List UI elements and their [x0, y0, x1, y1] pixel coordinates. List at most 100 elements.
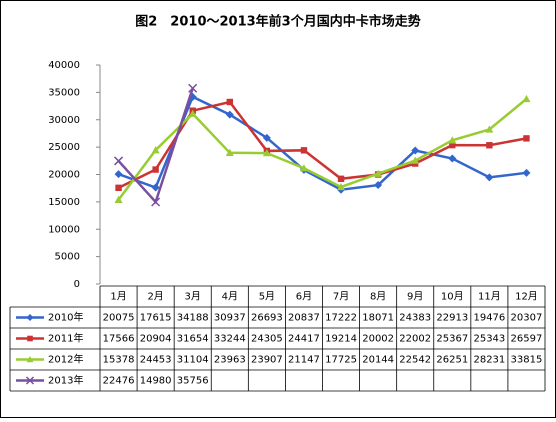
marker: [151, 183, 160, 192]
table-value: 18071: [362, 313, 394, 324]
x-tick-label: 2月: [147, 291, 163, 303]
table-value: 22542: [399, 355, 431, 366]
table-value: 26597: [511, 334, 543, 345]
x-tick-label: 11月: [478, 291, 501, 303]
y-tick-label: 40000: [48, 60, 80, 71]
marker: [449, 141, 456, 149]
marker: [151, 146, 160, 154]
y-tick-label: 5000: [55, 252, 80, 263]
table-value: 17222: [325, 313, 357, 324]
x-tick-label: 12月: [515, 291, 538, 303]
marker: [299, 164, 308, 172]
marker: [188, 109, 197, 117]
table-value: 33815: [511, 355, 543, 366]
table-value: 35756: [177, 376, 209, 387]
marker: [448, 136, 457, 144]
table-value: 19214: [325, 334, 357, 345]
table-value: 17615: [140, 313, 172, 324]
legend-label: 2013年: [48, 374, 83, 387]
y-tick-label: 0: [74, 279, 80, 290]
table-value: 25343: [473, 334, 505, 345]
table-value: 26693: [251, 313, 283, 324]
marker: [114, 170, 123, 179]
table-value: 20075: [103, 313, 135, 324]
x-tick-label: 1月: [110, 291, 126, 303]
table-value: 33244: [214, 334, 246, 345]
table-value: 30937: [214, 313, 246, 324]
table-value: 22476: [103, 376, 135, 387]
y-tick-label: 35000: [48, 87, 80, 98]
marker: [337, 175, 345, 183]
table-value: 23963: [214, 355, 246, 366]
x-tick-label: 6月: [296, 291, 312, 303]
x-tick-label: 8月: [370, 291, 386, 303]
marker: [225, 148, 234, 157]
y-tick-label: 30000: [48, 115, 80, 126]
x-tick-label: 3月: [185, 291, 201, 303]
marker: [522, 94, 531, 103]
marker: [411, 146, 420, 155]
marker: [337, 182, 346, 191]
table-value: 24383: [399, 313, 431, 324]
marker: [114, 156, 124, 166]
table-value: 20904: [140, 334, 172, 345]
table-value: 28231: [473, 355, 505, 366]
marker: [262, 133, 271, 142]
y-tick-label: 25000: [48, 142, 80, 153]
y-tick-label: 20000: [48, 170, 80, 181]
table-value: 24453: [140, 355, 172, 366]
y-tick-label: 15000: [48, 197, 80, 208]
marker: [411, 156, 420, 164]
y-tick-label: 10000: [48, 224, 80, 235]
marker: [26, 356, 34, 363]
marker: [27, 335, 33, 342]
marker: [486, 142, 493, 149]
marker: [485, 125, 494, 133]
table-value: 34188: [177, 313, 209, 324]
table-value: 25367: [436, 334, 468, 345]
table-value: 17566: [103, 334, 135, 345]
table-value: 19476: [473, 313, 505, 324]
table-value: 20837: [288, 313, 320, 324]
marker: [485, 173, 494, 182]
x-tick-label: 5月: [259, 291, 275, 303]
chart-title: 图2 2010～2013年前3个月国内中卡市场走势: [135, 14, 420, 30]
marker: [188, 83, 198, 93]
marker: [26, 314, 34, 321]
x-tick-label: 7月: [333, 291, 349, 303]
legend-label: 2012年: [48, 353, 83, 366]
marker: [151, 197, 161, 207]
table-value: 31104: [177, 355, 209, 366]
marker: [114, 195, 123, 204]
table-value: 21147: [288, 355, 320, 366]
x-tick-label: 4月: [222, 291, 238, 303]
series-line: [118, 95, 527, 191]
marker: [262, 149, 271, 157]
marker: [152, 166, 159, 173]
marker: [522, 168, 531, 177]
marker: [25, 376, 35, 385]
legend-label: 2011年: [48, 332, 83, 345]
table-value: 17725: [325, 355, 357, 366]
table-value: 26251: [436, 355, 468, 366]
table-value: 22913: [436, 313, 468, 324]
x-tick-label: 10月: [441, 291, 464, 303]
marker: [300, 147, 308, 154]
marker: [226, 98, 233, 106]
table-value: 15378: [103, 355, 135, 366]
marker: [374, 169, 383, 177]
table-value: 31654: [177, 334, 209, 345]
table-value: 24305: [251, 334, 283, 345]
series-line: [117, 97, 528, 201]
table-value: 22002: [399, 334, 431, 345]
marker: [225, 110, 234, 119]
table-value: 24417: [288, 334, 320, 345]
table-value: 14980: [140, 376, 172, 387]
marker: [523, 135, 530, 142]
table-value: 23907: [251, 355, 283, 366]
legend-label: 2010年: [48, 311, 83, 324]
marker: [374, 181, 383, 190]
marker: [115, 184, 122, 192]
